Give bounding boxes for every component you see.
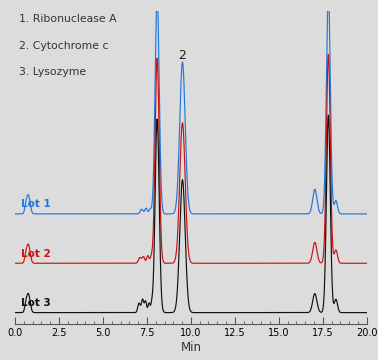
Text: 2: 2 bbox=[178, 49, 186, 62]
X-axis label: Min: Min bbox=[180, 341, 201, 354]
Text: Lot 3: Lot 3 bbox=[21, 298, 51, 308]
Text: 1. Ribonuclease A: 1. Ribonuclease A bbox=[19, 14, 116, 24]
Text: 1: 1 bbox=[0, 359, 1, 360]
Text: Lot 1: Lot 1 bbox=[21, 199, 51, 209]
Text: 3. Lysozyme: 3. Lysozyme bbox=[19, 67, 86, 77]
Text: 2. Cytochrome c: 2. Cytochrome c bbox=[19, 41, 108, 50]
Text: Lot 2: Lot 2 bbox=[21, 248, 51, 258]
Text: 3: 3 bbox=[0, 359, 1, 360]
